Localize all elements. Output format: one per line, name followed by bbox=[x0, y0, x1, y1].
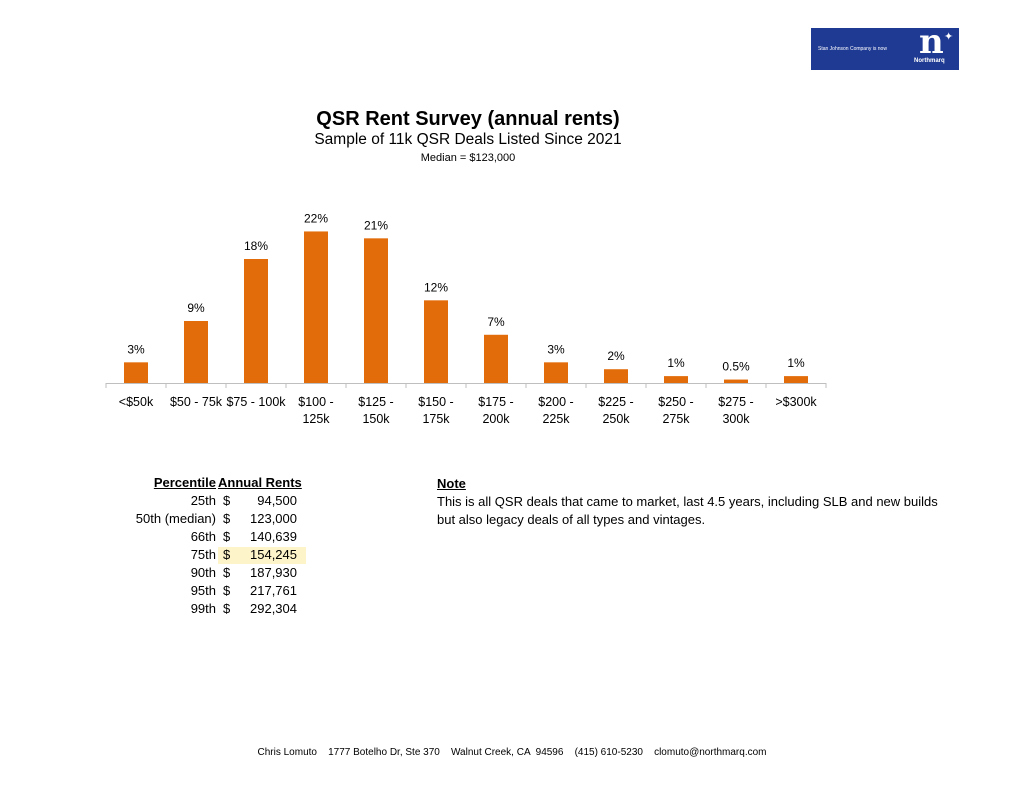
data-label: 18% bbox=[244, 239, 268, 253]
annual-rent-cell: 187,930 bbox=[250, 565, 297, 580]
dollar-sign-cell: $ bbox=[223, 511, 231, 526]
data-label: 21% bbox=[364, 218, 388, 232]
row-highlight bbox=[218, 547, 306, 564]
x-tick-label: 150k bbox=[362, 412, 390, 426]
percentile-cell: 50th (median) bbox=[135, 511, 216, 526]
dollar-sign-cell: $ bbox=[223, 547, 231, 562]
sparkle-icon: ✦ bbox=[944, 31, 954, 43]
company-logo: Stan Johnson Company is now n ✦ Northmar… bbox=[811, 22, 959, 70]
annual-rent-cell: 123,000 bbox=[250, 511, 297, 526]
x-tick-label: 175k bbox=[422, 412, 450, 426]
percentile-cell: 25th bbox=[190, 493, 216, 508]
bar bbox=[484, 334, 508, 383]
x-tick-label: 225k bbox=[542, 412, 570, 426]
data-label: 1% bbox=[787, 356, 805, 370]
x-tick-label: >$300k bbox=[775, 395, 817, 409]
x-tick-label: $150 - bbox=[418, 395, 453, 409]
note-block: Note This is all QSR deals that came to … bbox=[437, 475, 938, 529]
x-tick-label: $175 - bbox=[478, 395, 513, 409]
annual-rent-cell: 292,304 bbox=[250, 601, 297, 616]
x-tick-label: $75 - 100k bbox=[226, 395, 286, 409]
percentile-cell: 90th bbox=[190, 565, 216, 580]
bar bbox=[124, 362, 148, 383]
x-tick-label: 200k bbox=[482, 412, 510, 426]
note-line: but also legacy deals of all types and v… bbox=[437, 512, 706, 527]
bar bbox=[184, 321, 208, 383]
footer-name: Chris Lomuto bbox=[257, 747, 317, 758]
annual-rent-cell: 154,245 bbox=[250, 547, 297, 562]
annual-rent-cell: 140,639 bbox=[250, 529, 297, 544]
x-tick-label: 125k bbox=[302, 412, 330, 426]
rent-distribution-chart: 3% <$50k 9% $50 - 75k 18% $75 - 100k 22% $100 -… bbox=[105, 211, 827, 426]
annual-rent-cell: 94,500 bbox=[257, 493, 297, 508]
bar bbox=[244, 259, 268, 383]
chart-subtitle: Sample of 11k QSR Deals Listed Since 202… bbox=[314, 131, 622, 148]
data-label: 3% bbox=[547, 342, 565, 356]
dollar-sign-cell: $ bbox=[223, 601, 231, 616]
footer-phone: (415) 610-5230 bbox=[574, 747, 643, 758]
percentile-cell: 75th bbox=[190, 547, 216, 562]
footer-city: Walnut Creek, CA 94596 bbox=[450, 747, 564, 758]
dollar-sign-cell: $ bbox=[223, 565, 231, 580]
northmarq-n-icon: n bbox=[919, 22, 944, 62]
footer-email: clomuto@northmarq.com bbox=[654, 747, 767, 758]
x-tick-label: <$50k bbox=[119, 395, 154, 409]
x-tick-label: $225 - bbox=[598, 395, 633, 409]
data-label: 2% bbox=[607, 349, 625, 363]
x-tick-label: $125 - bbox=[358, 395, 393, 409]
chart-title: QSR Rent Survey (annual rents) bbox=[316, 108, 620, 130]
note-heading: Note bbox=[437, 476, 466, 491]
x-tick-label: $275 - bbox=[718, 395, 753, 409]
data-label: 9% bbox=[187, 301, 205, 315]
dollar-sign-cell: $ bbox=[223, 529, 231, 544]
dollar-sign-cell: $ bbox=[223, 493, 231, 508]
percentile-cell: 99th bbox=[190, 601, 216, 616]
footer-contact: Chris Lomuto 1777 Botelho Dr, Ste 370 Wa… bbox=[0, 747, 1024, 758]
bar bbox=[784, 376, 808, 383]
bar bbox=[364, 238, 388, 383]
data-label: 1% bbox=[667, 356, 685, 370]
data-label: 22% bbox=[304, 211, 328, 225]
x-tick-label: $250 - bbox=[658, 395, 693, 409]
dollar-sign-cell: $ bbox=[223, 583, 231, 598]
bar bbox=[304, 231, 328, 383]
x-tick-label: 300k bbox=[722, 412, 750, 426]
percentile-cell: 66th bbox=[190, 529, 216, 544]
bar bbox=[424, 300, 448, 383]
bar bbox=[724, 379, 748, 383]
x-tick-label: 250k bbox=[602, 412, 630, 426]
percentile-header: Percentile bbox=[153, 475, 216, 490]
bar bbox=[604, 369, 628, 383]
chart-median-annotation: Median = $123,000 bbox=[420, 152, 516, 164]
bar bbox=[544, 362, 568, 383]
annual-rents-header: Annual Rents bbox=[218, 475, 302, 490]
annual-rent-cell: 217,761 bbox=[250, 583, 297, 598]
data-label: 12% bbox=[424, 280, 448, 294]
footer-address: 1777 Botelho Dr, Ste 370 bbox=[328, 747, 440, 758]
x-tick-label: 275k bbox=[662, 412, 690, 426]
note-line: This is all QSR deals that came to marke… bbox=[437, 494, 938, 509]
x-tick-label: $50 - 75k bbox=[170, 395, 223, 409]
bar bbox=[664, 376, 688, 383]
logo-brand: Northmarq bbox=[914, 58, 945, 64]
x-tick-label: $200 - bbox=[538, 395, 573, 409]
percentile-cell: 95th bbox=[190, 583, 216, 598]
data-label: 7% bbox=[487, 315, 505, 329]
logo-tagline: Stan Johnson Company is now bbox=[818, 46, 887, 52]
data-label: 0.5% bbox=[722, 360, 750, 374]
x-tick-label: $100 - bbox=[298, 395, 333, 409]
data-label: 3% bbox=[127, 342, 145, 356]
